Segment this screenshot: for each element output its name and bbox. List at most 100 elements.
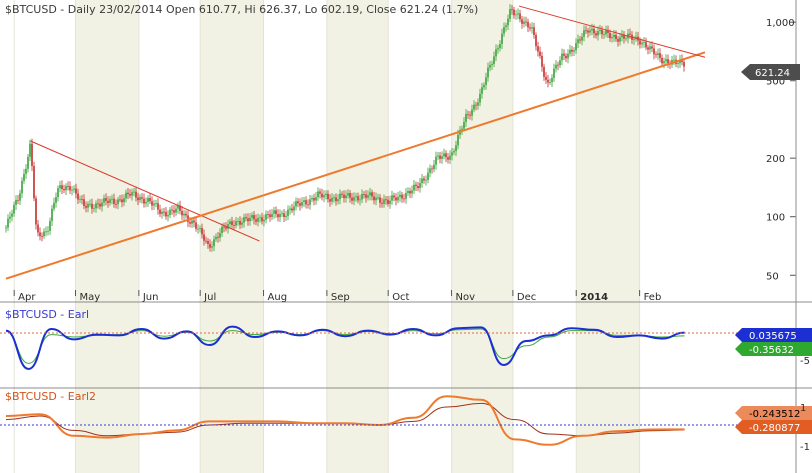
candle-body <box>349 193 351 198</box>
candle-body <box>633 39 635 40</box>
candle-body <box>117 199 119 205</box>
candle-body <box>507 18 509 26</box>
candle-body <box>21 180 23 194</box>
candle-body <box>495 49 497 57</box>
candle-body <box>63 189 65 191</box>
candle-body <box>109 199 111 203</box>
candle-body <box>423 178 425 181</box>
candle-body <box>113 198 115 204</box>
candle-body <box>445 153 447 158</box>
candle-body <box>77 193 79 200</box>
candle-body <box>341 193 343 195</box>
candle-body <box>499 43 501 49</box>
candle-body <box>447 157 449 160</box>
month-band <box>451 0 513 473</box>
candle-body <box>207 241 209 244</box>
candle-body <box>523 21 525 24</box>
candle-body <box>5 227 7 229</box>
candle-body <box>415 184 417 186</box>
candle-body <box>221 226 223 233</box>
candle-body <box>545 76 547 80</box>
candle-body <box>405 192 407 199</box>
candle-body <box>213 239 215 247</box>
earl-line <box>5 325 685 371</box>
candle-body <box>339 193 341 200</box>
candle-body <box>453 151 455 153</box>
candle-body <box>163 211 165 213</box>
candle-body <box>359 199 361 201</box>
candle-body <box>101 202 103 207</box>
candle-body <box>429 168 431 173</box>
candle-body <box>559 60 561 66</box>
candle-body <box>357 196 359 201</box>
candle-body <box>161 211 163 214</box>
candle-body <box>127 192 129 195</box>
candle-body <box>525 21 527 23</box>
candle-body <box>251 215 253 218</box>
candle-body <box>53 202 55 209</box>
candle-body <box>667 59 669 64</box>
month-band <box>200 0 264 473</box>
candle-body <box>395 197 397 201</box>
candle-body <box>643 42 645 43</box>
candle-body <box>273 210 275 214</box>
candle-body <box>137 197 139 201</box>
candle-body <box>509 9 511 19</box>
x-tick-label: Feb <box>644 292 662 303</box>
candle-body <box>655 54 657 56</box>
candle-body <box>539 51 541 56</box>
candle-body <box>279 213 281 218</box>
candle-body <box>205 240 207 242</box>
candle-body <box>467 114 469 115</box>
candle-body <box>69 186 71 191</box>
candle-body <box>427 172 429 180</box>
candle-body <box>377 197 379 199</box>
candle-body <box>89 203 91 205</box>
candle-body <box>601 29 603 35</box>
earl-lines <box>5 325 685 371</box>
candle-body <box>233 224 235 226</box>
candle-body <box>15 199 17 205</box>
candle-body <box>183 213 185 216</box>
candle-body <box>217 236 219 238</box>
candle-body <box>657 53 659 55</box>
candle-body <box>209 243 211 248</box>
candle-body <box>223 226 225 228</box>
candle-body <box>245 217 247 219</box>
candle-body <box>175 208 177 213</box>
candle-body <box>363 194 365 195</box>
price-line <box>5 4 685 252</box>
candle-body <box>409 191 411 194</box>
candle-body <box>61 185 63 190</box>
candle-body <box>483 84 485 88</box>
candle-body <box>55 197 57 203</box>
candle-body <box>35 198 37 225</box>
candle-body <box>595 33 597 36</box>
earl-value-tags: 0.035675 -0.35632 <box>735 328 812 356</box>
candle-body <box>555 64 557 69</box>
candle-body <box>237 220 239 222</box>
candle-body <box>297 201 299 204</box>
candle-body <box>673 59 675 61</box>
candle-body <box>269 214 271 218</box>
candle-body <box>249 217 251 222</box>
candle-body <box>303 200 305 202</box>
candle-body <box>563 53 565 56</box>
candle-body <box>189 222 191 224</box>
x-axis-labels: Apr May Jun Jul Aug Sep Oct Nov Dec 2014 Feb <box>13 290 662 303</box>
candle-body <box>171 209 173 211</box>
earl2-value-tags: -0.243512 -0.280877 <box>735 406 812 434</box>
trendline-upper-2014 <box>518 5 706 58</box>
candle-body <box>435 156 437 165</box>
candle-body <box>13 204 15 214</box>
candle-body <box>7 218 9 228</box>
candle-body <box>141 197 143 199</box>
candle-body <box>609 32 611 39</box>
candle-body <box>115 203 117 205</box>
candle-body <box>543 66 545 77</box>
candle-body <box>239 220 241 225</box>
candle-body <box>361 194 363 200</box>
candle-body <box>317 191 319 198</box>
candle-body <box>319 191 321 194</box>
x-tick-label: May <box>79 292 100 303</box>
